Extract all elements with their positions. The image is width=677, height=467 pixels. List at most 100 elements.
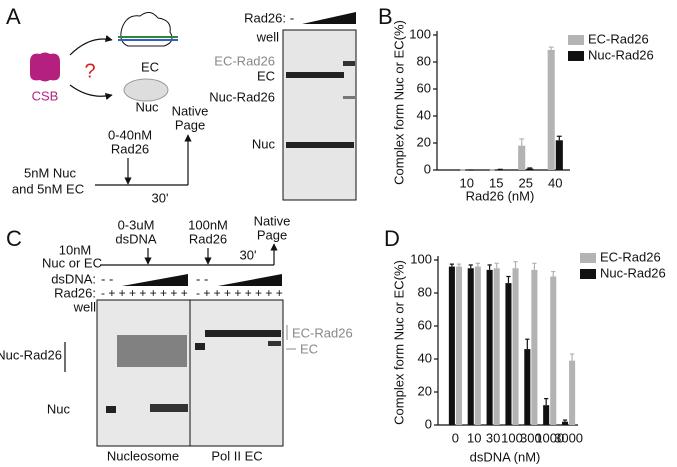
gel-label: EC-Rad26 — [292, 325, 353, 340]
native-page: Page — [175, 117, 205, 132]
legend-swatch — [568, 51, 584, 61]
x-tick-label: 10 — [460, 175, 474, 190]
nuc-icon — [123, 78, 169, 102]
signs: - - — [196, 271, 208, 286]
panel-label: D — [384, 226, 400, 251]
panel-label: C — [6, 226, 22, 251]
gel-band — [268, 341, 281, 346]
bar — [518, 145, 526, 170]
gel-label: EC — [257, 68, 275, 83]
bar — [493, 268, 500, 425]
legend-label: EC-Rad26 — [600, 249, 661, 264]
legend-label: EC-Rad26 — [588, 31, 649, 46]
gel-label: Nuc-Rad26 — [0, 347, 62, 362]
bar — [562, 421, 569, 425]
gel-label: Nuc — [252, 136, 276, 151]
wedge — [218, 274, 282, 286]
gel-header: Rad26: — [244, 10, 286, 25]
time: 30' — [152, 190, 169, 205]
time: 30' — [240, 247, 257, 262]
legend-swatch — [580, 253, 596, 263]
bar — [547, 49, 555, 170]
x-tick-label: 40 — [548, 175, 562, 190]
x-tick-label: 1000 — [535, 430, 564, 445]
nuc-label: Nuc — [135, 99, 159, 114]
y-tick-label: 20 — [418, 383, 432, 398]
y-axis-label: Complex form Nuc or EC(%) — [391, 20, 406, 185]
panel-label: A — [6, 4, 21, 29]
dose: 0-3uM — [118, 217, 155, 232]
native-page: Page — [257, 227, 287, 242]
x-tick-label: 10 — [467, 430, 481, 445]
substrate: 5nM Nuc — [24, 165, 77, 180]
gel — [282, 29, 357, 201]
row-label: dsDNA: — [51, 271, 96, 286]
native-page: Native — [172, 103, 209, 118]
dose: Rad26 — [111, 141, 149, 156]
bar — [526, 168, 534, 170]
gel-band — [150, 404, 188, 412]
bar — [531, 269, 538, 425]
signs: - + + + + + + + + — [101, 286, 188, 300]
gel-band — [117, 335, 187, 367]
x-tick-label: 15 — [489, 175, 503, 190]
csb-label: CSB — [32, 88, 59, 103]
ec-label: EC — [141, 59, 159, 74]
legend-label: Nuc-Rad26 — [600, 265, 666, 280]
panel-c: C 0-3uM dsDNA 100nM Rad26 Native Page 10… — [0, 213, 353, 463]
x-tick-label: 25 — [519, 175, 533, 190]
bar — [486, 269, 493, 425]
gel-band — [195, 343, 205, 350]
gel-label: well — [256, 29, 280, 44]
gel-label: Nuc-Rad26 — [209, 89, 275, 104]
bar — [474, 266, 481, 425]
dose: dsDNA — [115, 231, 157, 246]
gel-band — [106, 406, 116, 413]
x-tick-label: 0 — [452, 430, 459, 445]
arrow — [69, 35, 113, 56]
dose: 0-40nM — [108, 127, 152, 142]
gel-name: Pol II EC — [211, 448, 262, 463]
y-axis-label: Complex form Nuc or EC(%) — [391, 260, 406, 425]
bar — [555, 140, 563, 170]
bar — [569, 360, 576, 425]
bar — [550, 276, 557, 425]
gel-label: Nuc — [47, 401, 71, 416]
bar — [512, 268, 519, 425]
gel — [96, 299, 191, 447]
gel — [189, 299, 284, 447]
y-tick-label: 80 — [417, 53, 431, 68]
x-tick-label: 30 — [486, 430, 500, 445]
x-tick-label: 100 — [501, 430, 523, 445]
signs: - - — [101, 271, 113, 286]
row-label: well — [73, 299, 97, 314]
bar — [448, 266, 455, 425]
bar — [505, 283, 512, 425]
gel-band — [343, 96, 355, 99]
row-label: Rad26: — [54, 285, 96, 300]
minus: - — [290, 10, 294, 25]
wedge — [302, 12, 356, 24]
legend-swatch — [580, 269, 596, 279]
bar — [467, 268, 474, 425]
panel-a: A CSB ? EC Nuc 0-40nM Rad26 Native Page … — [6, 4, 357, 205]
gel-label: EC — [300, 341, 318, 356]
gel-band — [343, 61, 355, 66]
dose: Rad26 — [189, 231, 227, 246]
y-tick-label: 80 — [418, 284, 432, 299]
dose: 100nM — [188, 217, 228, 232]
legend-label: Nuc-Rad26 — [588, 47, 654, 62]
wedge — [122, 274, 188, 286]
gel-label: EC-Rad26 — [214, 53, 275, 68]
question: ? — [84, 60, 95, 82]
y-tick-label: 0 — [425, 416, 432, 431]
y-tick-label: 40 — [417, 107, 431, 122]
x-axis-label: Rad26 (nM) — [466, 188, 535, 203]
y-tick-label: 40 — [418, 350, 432, 365]
y-tick-label: 60 — [417, 80, 431, 95]
panel-label: B — [378, 4, 393, 29]
signs: - + + + + + + + + — [196, 286, 283, 300]
gel-band — [286, 72, 344, 78]
y-tick-label: 20 — [417, 134, 431, 149]
